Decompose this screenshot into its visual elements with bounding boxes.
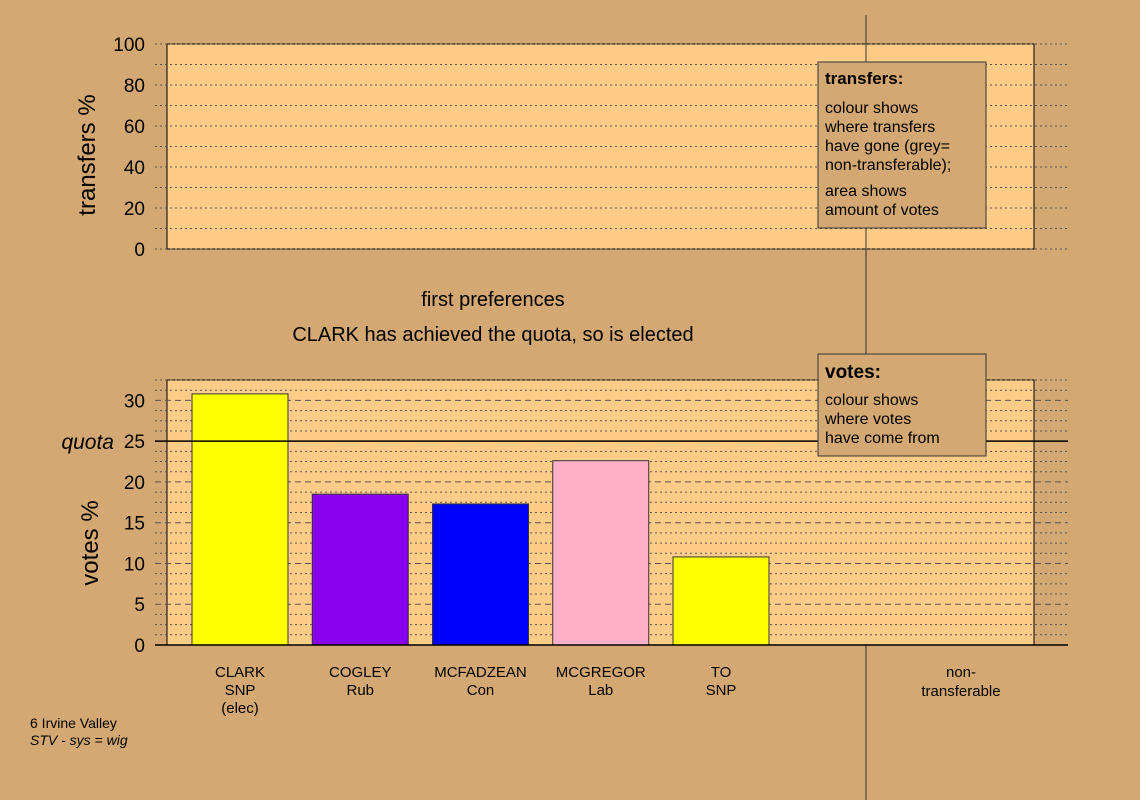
votes-legend: votes: colour shows where votes have com… (817, 353, 987, 457)
votes-legend-line: have come from (825, 430, 940, 447)
y-tick-label: 15 (124, 514, 145, 535)
y-tick-label: 40 (124, 158, 145, 179)
bar-to (672, 556, 770, 646)
votes-legend-line: colour shows (825, 392, 918, 409)
candidate-party: Rub (346, 682, 374, 699)
bar-cogley (311, 493, 409, 646)
candidate-party: (elec) (221, 700, 259, 717)
candidate-name: MCGREGOR (556, 664, 646, 681)
constituency-label: 6 Irvine Valley (30, 715, 117, 731)
candidate-name: COGLEY (329, 664, 392, 681)
transfers-tick-labels: 0 20 40 60 80 100 (113, 35, 145, 261)
y-tick-label: 10 (124, 554, 145, 575)
quota-label: quota (61, 431, 114, 454)
non-transferable-label: non- (946, 664, 976, 681)
candidate-name: MCFADZEAN (434, 664, 527, 681)
candidate-party: Con (467, 682, 495, 699)
y-tick-label: 60 (124, 117, 145, 138)
y-tick-label: 25 (124, 432, 145, 453)
candidate-labels: CLARKSNP(elec)COGLEYRubMCFADZEANConMCGRE… (215, 664, 736, 717)
bar-mcfadzean (432, 503, 529, 646)
candidate-party: SNP (706, 682, 737, 699)
candidate-name: TO (711, 664, 732, 681)
votes-tick-labels: 0 5 10 15 20 25 30 (124, 391, 145, 657)
transfers-legend-line: amount of votes (825, 202, 939, 219)
candidate-name: CLARK (215, 664, 265, 681)
y-tick-label: 20 (124, 473, 145, 494)
y-tick-label: 30 (124, 391, 145, 412)
votes-axis-title: votes % (77, 500, 104, 585)
y-tick-label: 20 (124, 199, 145, 220)
y-tick-label: 5 (134, 595, 145, 616)
transfers-legend-line: where transfers (824, 119, 935, 136)
y-tick-label: 0 (134, 636, 145, 657)
bar-clark (191, 393, 289, 646)
transfers-legend-line: have gone (grey= (825, 138, 950, 155)
transfers-legend-line: non-transferable); (825, 157, 951, 174)
transfers-legend-line: area shows (825, 183, 907, 200)
transfers-legend: transfers: colour shows where transfers … (817, 61, 987, 229)
y-tick-label: 80 (124, 76, 145, 97)
candidate-party: Lab (588, 682, 613, 699)
transfers-legend-line: colour shows (825, 100, 918, 117)
system-label: STV - sys = wig (30, 732, 128, 748)
status-caption: CLARK has achieved the quota, so is elec… (292, 324, 693, 346)
y-tick-label: 100 (113, 35, 145, 56)
stage-caption: first preferences (421, 289, 564, 311)
non-transferable-label: transferable (921, 683, 1000, 700)
bar-mcgregor (552, 460, 650, 646)
votes-legend-line: where votes (824, 411, 911, 428)
y-tick-label: 0 (134, 240, 145, 261)
transfers-axis-title: transfers % (74, 94, 101, 215)
votes-legend-title: votes: (825, 362, 881, 383)
transfers-legend-title: transfers: (825, 69, 903, 88)
vote-bars (155, 393, 1068, 646)
candidate-party: SNP (225, 682, 256, 699)
